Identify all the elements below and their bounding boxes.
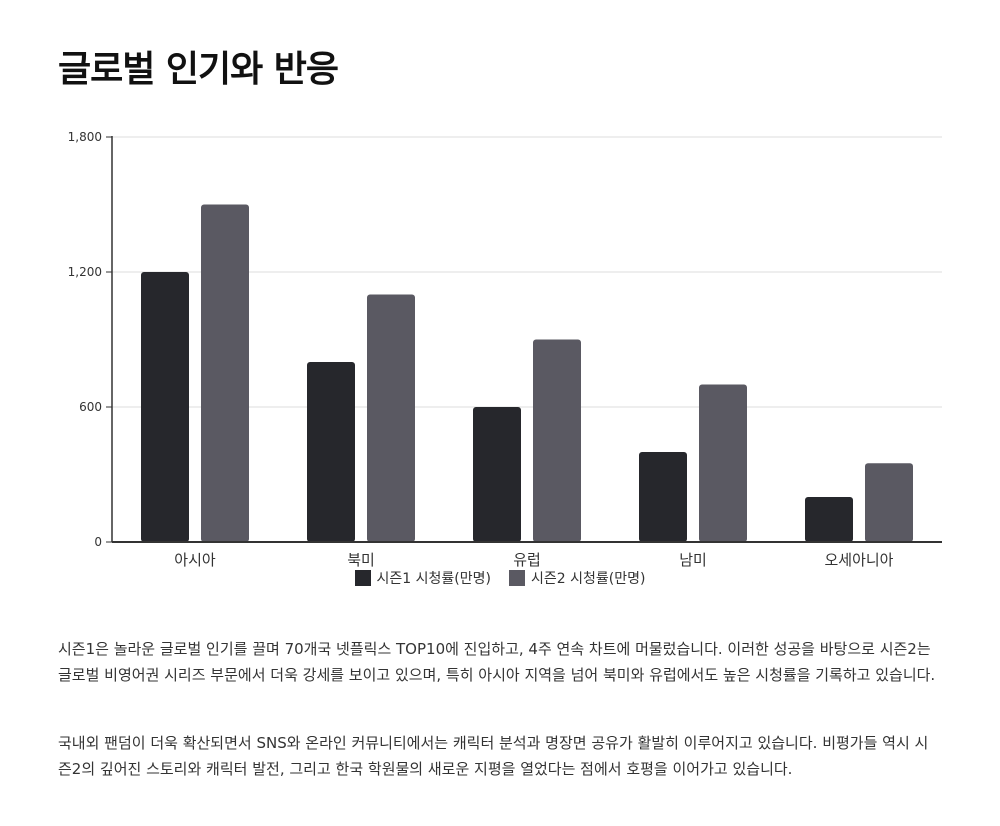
x-tick-label: 오세아니아 (824, 551, 893, 569)
legend-item-season2[interactable]: 시즌2 시청률(만명) (509, 568, 645, 588)
x-tick-label: 북미 (347, 551, 375, 569)
page-title: 글로벌 인기와 반응 (58, 49, 339, 90)
x-tick-label: 아시아 (174, 551, 216, 569)
bar-1 (639, 452, 687, 542)
legend-label-season1: 시즌1 시청률(만명) (376, 571, 491, 587)
x-tick-label: 남미 (679, 551, 707, 569)
legend-swatch-season1 (354, 570, 371, 586)
y-tick-label: 0 (94, 535, 102, 549)
bar-1 (141, 272, 189, 542)
bar-2 (201, 204, 249, 542)
x-tick-label: 유럽 (513, 551, 541, 569)
chart-legend: 시즌1 시청률(만명) 시즌2 시청률(만명) (0, 568, 1000, 588)
legend-label-season2: 시즌2 시청률(만명) (531, 571, 646, 587)
y-tick-label: 1,200 (68, 265, 102, 279)
bar-2 (533, 339, 581, 542)
description-paragraph-2: 국내외 팬덤이 더욱 확산되면서 SNS와 온라인 커뮤니티에서는 캐릭터 분석… (58, 734, 929, 778)
bar-2 (699, 384, 747, 542)
bar-1 (805, 497, 853, 542)
bar-2 (865, 463, 913, 542)
legend-swatch-season2 (509, 570, 525, 586)
bar-chart: 0 600 1,200 1,800 아시아 북미 유럽 남미 오세아니아 (68, 130, 942, 569)
y-tick-label: 1,800 (68, 130, 102, 144)
y-tick-label: 600 (79, 400, 102, 414)
bar-1 (473, 407, 521, 542)
legend-item-season1[interactable]: 시즌1 시청률(만명) (354, 568, 491, 588)
description-paragraph-1: 시즌1은 놀라운 글로벌 인기를 끌며 70개국 넷플릭스 TOP10에 진입하… (58, 640, 936, 684)
bar-1 (307, 362, 355, 542)
bar-2 (367, 294, 415, 542)
